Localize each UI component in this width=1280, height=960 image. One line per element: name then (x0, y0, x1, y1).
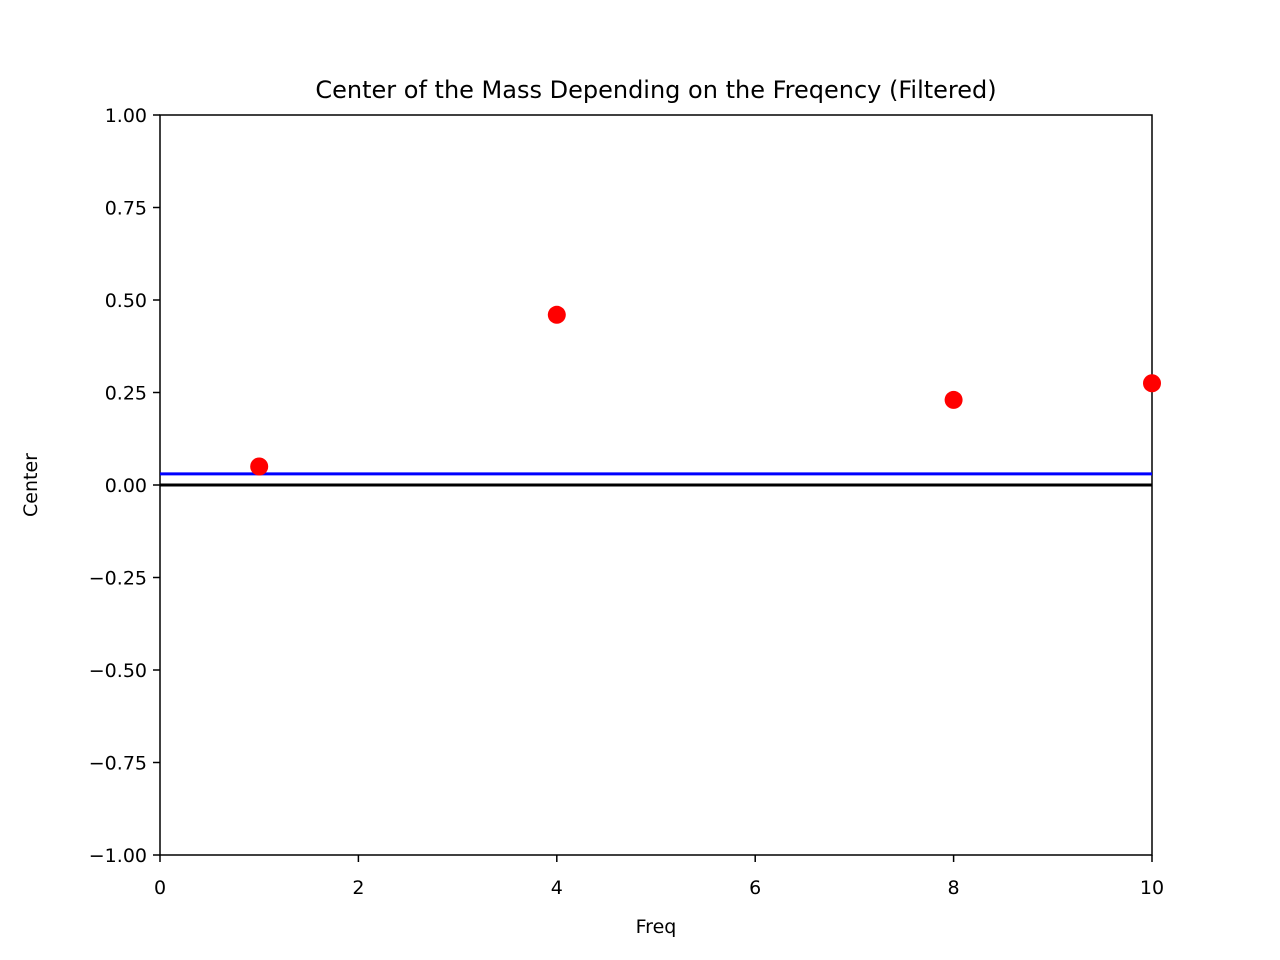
y-tick-label: −0.50 (89, 660, 147, 682)
x-tick-label: 6 (749, 877, 761, 899)
x-tick-label: 8 (948, 877, 960, 899)
data-point (547, 305, 566, 324)
y-tick-label: −0.75 (89, 753, 147, 775)
y-tick-label: 1.00 (105, 105, 147, 127)
y-tick-label: 0.25 (105, 383, 147, 405)
x-tick-label: 2 (352, 877, 364, 899)
y-tick-label: −1.00 (89, 845, 147, 867)
chart-title: Center of the Mass Depending on the Freq… (315, 76, 996, 104)
plot-area: 0 2 4 6 8 10 1.00 0.75 0.50 0.25 0.00 −0.25 −0.50 −0.… (89, 105, 1164, 899)
y-tick-label: −0.25 (89, 568, 147, 590)
x-tick-label: 10 (1140, 877, 1164, 899)
data-point (944, 390, 963, 409)
y-tick-label: 0.75 (105, 198, 147, 220)
data-point (1143, 374, 1161, 393)
x-axis-label: Freq (636, 916, 677, 938)
x-tick-label: 0 (154, 877, 166, 899)
y-axis-label: Center (20, 453, 42, 517)
y-tick-label: 0.50 (105, 290, 147, 312)
data-point (250, 457, 269, 476)
y-tick-label: 0.00 (105, 475, 147, 497)
x-tick-label: 4 (551, 877, 563, 899)
